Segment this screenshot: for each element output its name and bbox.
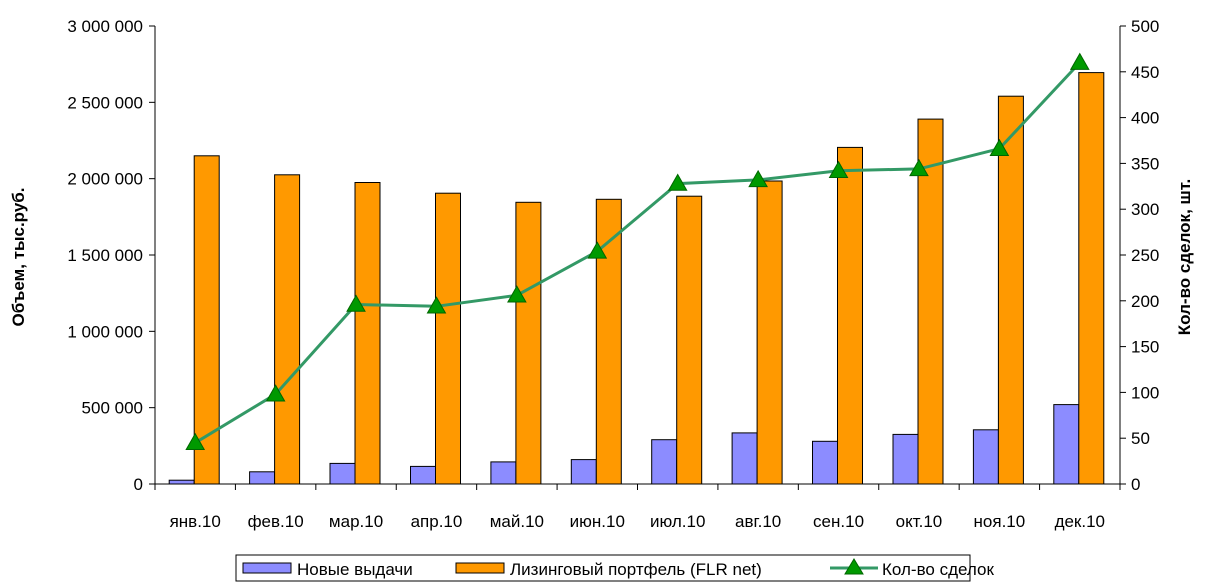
- y2-tick-label: 200: [1131, 292, 1159, 311]
- bar-new-issues-1: [249, 471, 276, 485]
- x-tick-label: апр.10: [411, 512, 463, 531]
- bar-portfolio-4: [515, 201, 542, 485]
- y2-tick-label: 150: [1131, 338, 1159, 357]
- y2-tick-label: 350: [1131, 154, 1159, 173]
- y2-tick-label: 50: [1131, 429, 1150, 448]
- legend-swatch-new-issues: [242, 562, 292, 574]
- y2-tick-label: 250: [1131, 246, 1159, 265]
- y-tick-label: 3 000 000: [67, 17, 143, 36]
- bar-portfolio-2: [354, 182, 381, 485]
- x-tick-label: окт.10: [896, 512, 943, 531]
- y-tick-label: 500 000: [82, 399, 143, 418]
- bar-new-issues-10: [972, 429, 999, 485]
- x-tick-label: дек.10: [1055, 512, 1105, 531]
- bar-new-issues-11: [1053, 404, 1080, 485]
- point-deals-9: [909, 158, 929, 177]
- x-tick-label: авг.10: [735, 512, 781, 531]
- bar-portfolio-1: [274, 174, 301, 485]
- bar-new-issues-3: [410, 465, 436, 485]
- bar-portfolio-6: [676, 195, 703, 485]
- point-deals-8: [828, 160, 849, 178]
- bar-new-issues-0: [168, 479, 195, 485]
- y2-tick-label: 0: [1131, 475, 1140, 494]
- x-tick-label: июн.10: [570, 512, 625, 531]
- x-tick-label: май.10: [490, 512, 544, 531]
- bar-new-issues-8: [812, 440, 838, 485]
- y-axis-title: Объем, тыс.руб.: [9, 187, 28, 326]
- point-deals-5: [587, 241, 608, 259]
- bar-new-issues-9: [892, 433, 919, 485]
- bar-portfolio-3: [435, 192, 461, 485]
- point-deals-0: [185, 432, 206, 451]
- bar-new-issues-7: [731, 432, 758, 485]
- bar-new-issues-4: [490, 461, 517, 485]
- y2-tick-label: 500: [1131, 17, 1159, 36]
- y-tick-label: 1 000 000: [67, 322, 143, 341]
- point-deals-2: [346, 294, 366, 312]
- y2-tick-label: 450: [1131, 63, 1159, 82]
- point-deals-7: [748, 169, 768, 188]
- y-tick-label: 2 500 000: [67, 93, 143, 112]
- y-tick-label: 1 500 000: [67, 246, 143, 265]
- y-tick-label: 0: [134, 475, 143, 494]
- y2-tick-label: 100: [1131, 383, 1159, 402]
- point-deals-1: [265, 384, 286, 402]
- bar-portfolio-7: [756, 180, 783, 485]
- point-deals-10: [989, 138, 1010, 156]
- x-tick-label: ноя.10: [974, 512, 1026, 531]
- legend: Новые выдачи Лизинговый портфель (FLR net…: [235, 554, 994, 582]
- legend-marker-deals: [844, 558, 864, 575]
- bar-portfolio-9: [917, 118, 944, 485]
- series-line-deals: [194, 61, 1081, 445]
- y2-tick-label: 400: [1131, 109, 1159, 128]
- y-tick-label: 2 000 000: [67, 170, 143, 189]
- x-tick-label: янв.10: [170, 512, 221, 531]
- x-tick-label: июл.10: [650, 512, 705, 531]
- bar-portfolio-11: [1078, 72, 1105, 485]
- legend-label-portfolio: Лизинговый портфель (FLR net): [510, 560, 762, 579]
- legend-box: [235, 554, 971, 582]
- point-deals-4: [507, 285, 527, 303]
- legend-label-deals: Кол-во сделок: [882, 560, 994, 579]
- point-deals-6: [667, 173, 688, 191]
- x-tick-label: сен.10: [813, 512, 864, 531]
- point-deals-11: [1069, 52, 1090, 70]
- y2-tick-label: 300: [1131, 200, 1159, 219]
- point-deals-3: [426, 296, 447, 314]
- bar-new-issues-5: [570, 459, 597, 485]
- y2-axis-title: Кол-во сделок, шт.: [1175, 179, 1194, 335]
- x-tick-label: фев.10: [248, 512, 304, 531]
- legend-label-new-issues: Новые выдачи: [297, 560, 413, 579]
- legend-swatch-portfolio: [455, 562, 505, 574]
- x-tick-label: мар.10: [329, 512, 383, 531]
- bar-new-issues-6: [651, 439, 678, 485]
- bar-portfolio-10: [997, 95, 1024, 485]
- bar-portfolio-8: [837, 146, 863, 485]
- bar-new-issues-2: [329, 462, 356, 485]
